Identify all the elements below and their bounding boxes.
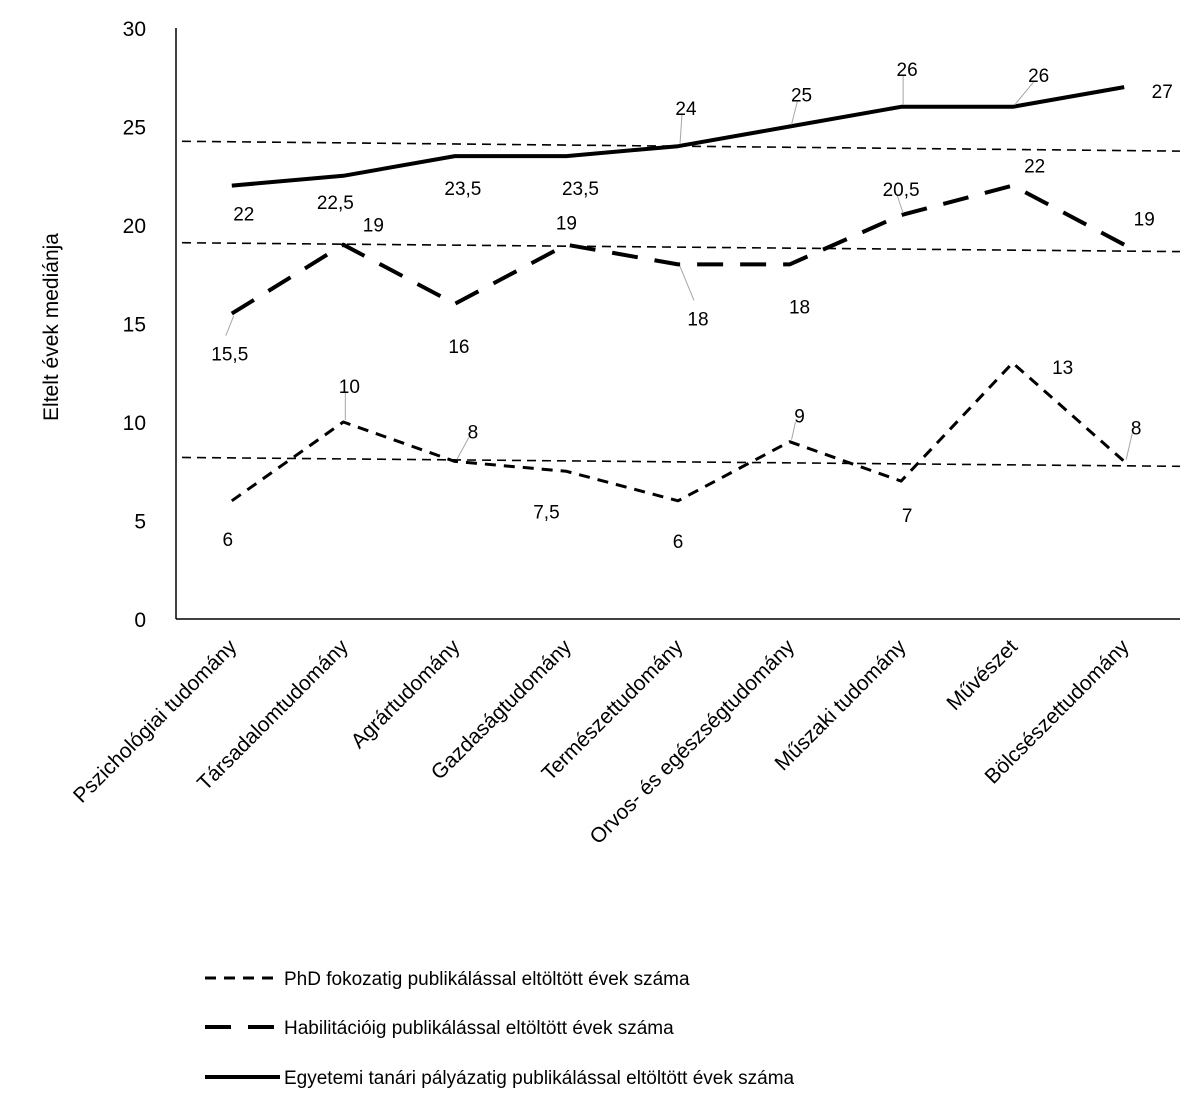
data-label: 26 xyxy=(897,60,918,81)
y-tick-label: 30 xyxy=(123,18,146,41)
data-label: 7,5 xyxy=(533,502,559,523)
data-label-leader xyxy=(679,266,695,301)
legend-label: Habilitációig publikálással eltöltött év… xyxy=(284,1018,674,1039)
y-tick-label: 20 xyxy=(123,215,146,238)
y-tick-label: 0 xyxy=(134,609,146,632)
legend-label: PhD fokozatig publikálással eltöltött év… xyxy=(284,969,690,990)
trend-line xyxy=(181,241,1181,253)
data-label: 9 xyxy=(794,407,805,428)
series-line-3 xyxy=(231,85,1125,188)
data-label: 16 xyxy=(448,337,469,358)
data-label: 8 xyxy=(1131,418,1142,439)
data-label-leader xyxy=(1014,80,1036,106)
data-label: 20,5 xyxy=(883,180,920,201)
y-tick-label: 5 xyxy=(134,511,146,534)
x-category-label: Agrártudomány xyxy=(347,635,465,753)
data-label-leader xyxy=(1125,433,1133,460)
data-label-leader xyxy=(791,100,799,125)
data-label: 6 xyxy=(222,530,233,551)
series-line-2 xyxy=(230,183,1126,316)
data-label: 19 xyxy=(363,216,384,237)
y-axis-title: Eltelt évek mediánja xyxy=(40,233,63,421)
y-tick-label: 15 xyxy=(123,314,146,337)
x-category-labels: Pszichológiai tudományTársadalomtudomány… xyxy=(69,635,1134,849)
data-label: 10 xyxy=(339,377,360,398)
data-label: 19 xyxy=(556,214,577,235)
y-tick-labels: 0 5 10 15 20 25 30 xyxy=(123,18,146,632)
data-label: 22 xyxy=(233,205,254,226)
data-label-leader xyxy=(679,114,683,145)
data-label: 27 xyxy=(1152,82,1173,103)
data-label: 23,5 xyxy=(562,179,599,200)
data-label-leader xyxy=(791,421,797,440)
data-label: 6 xyxy=(673,532,684,553)
trend-lines xyxy=(181,140,1181,468)
data-label-leader xyxy=(456,437,470,460)
data-label: 15,5 xyxy=(211,345,248,366)
data-label: 23,5 xyxy=(444,179,481,200)
data-label: 7 xyxy=(902,506,913,527)
data-label: 18 xyxy=(687,309,708,330)
data-label: 13 xyxy=(1052,358,1073,379)
series-line-1 xyxy=(230,361,1126,503)
data-label: 19 xyxy=(1134,210,1155,231)
data-label: 22 xyxy=(1024,157,1045,178)
data-label: 18 xyxy=(789,297,810,318)
legend: PhD fokozatig publikálással eltöltött év… xyxy=(205,969,795,1089)
data-labels: 6 10 8 7,5 6 9 7 13 8 15,5 19 16 19 18 18 20,5 22 19 22 22,… xyxy=(211,60,1173,553)
data-label: 22,5 xyxy=(317,193,354,214)
data-label: 8 xyxy=(468,422,479,443)
data-label-leader xyxy=(225,315,235,336)
data-label-leader xyxy=(896,194,904,214)
axes xyxy=(175,28,1180,620)
y-tick-label: 25 xyxy=(123,117,146,140)
data-label: 25 xyxy=(791,86,812,107)
x-category-label: Orvos- és egészségtudomány xyxy=(586,635,800,849)
x-category-label: Művészet xyxy=(942,635,1022,715)
y-tick-label: 10 xyxy=(123,412,146,435)
data-label: 24 xyxy=(675,99,697,120)
series-lines xyxy=(230,85,1126,503)
legend-label: Egyetemi tanári pályázatig publikálással… xyxy=(284,1068,795,1089)
trend-line xyxy=(181,456,1181,468)
data-label: 26 xyxy=(1028,66,1049,87)
